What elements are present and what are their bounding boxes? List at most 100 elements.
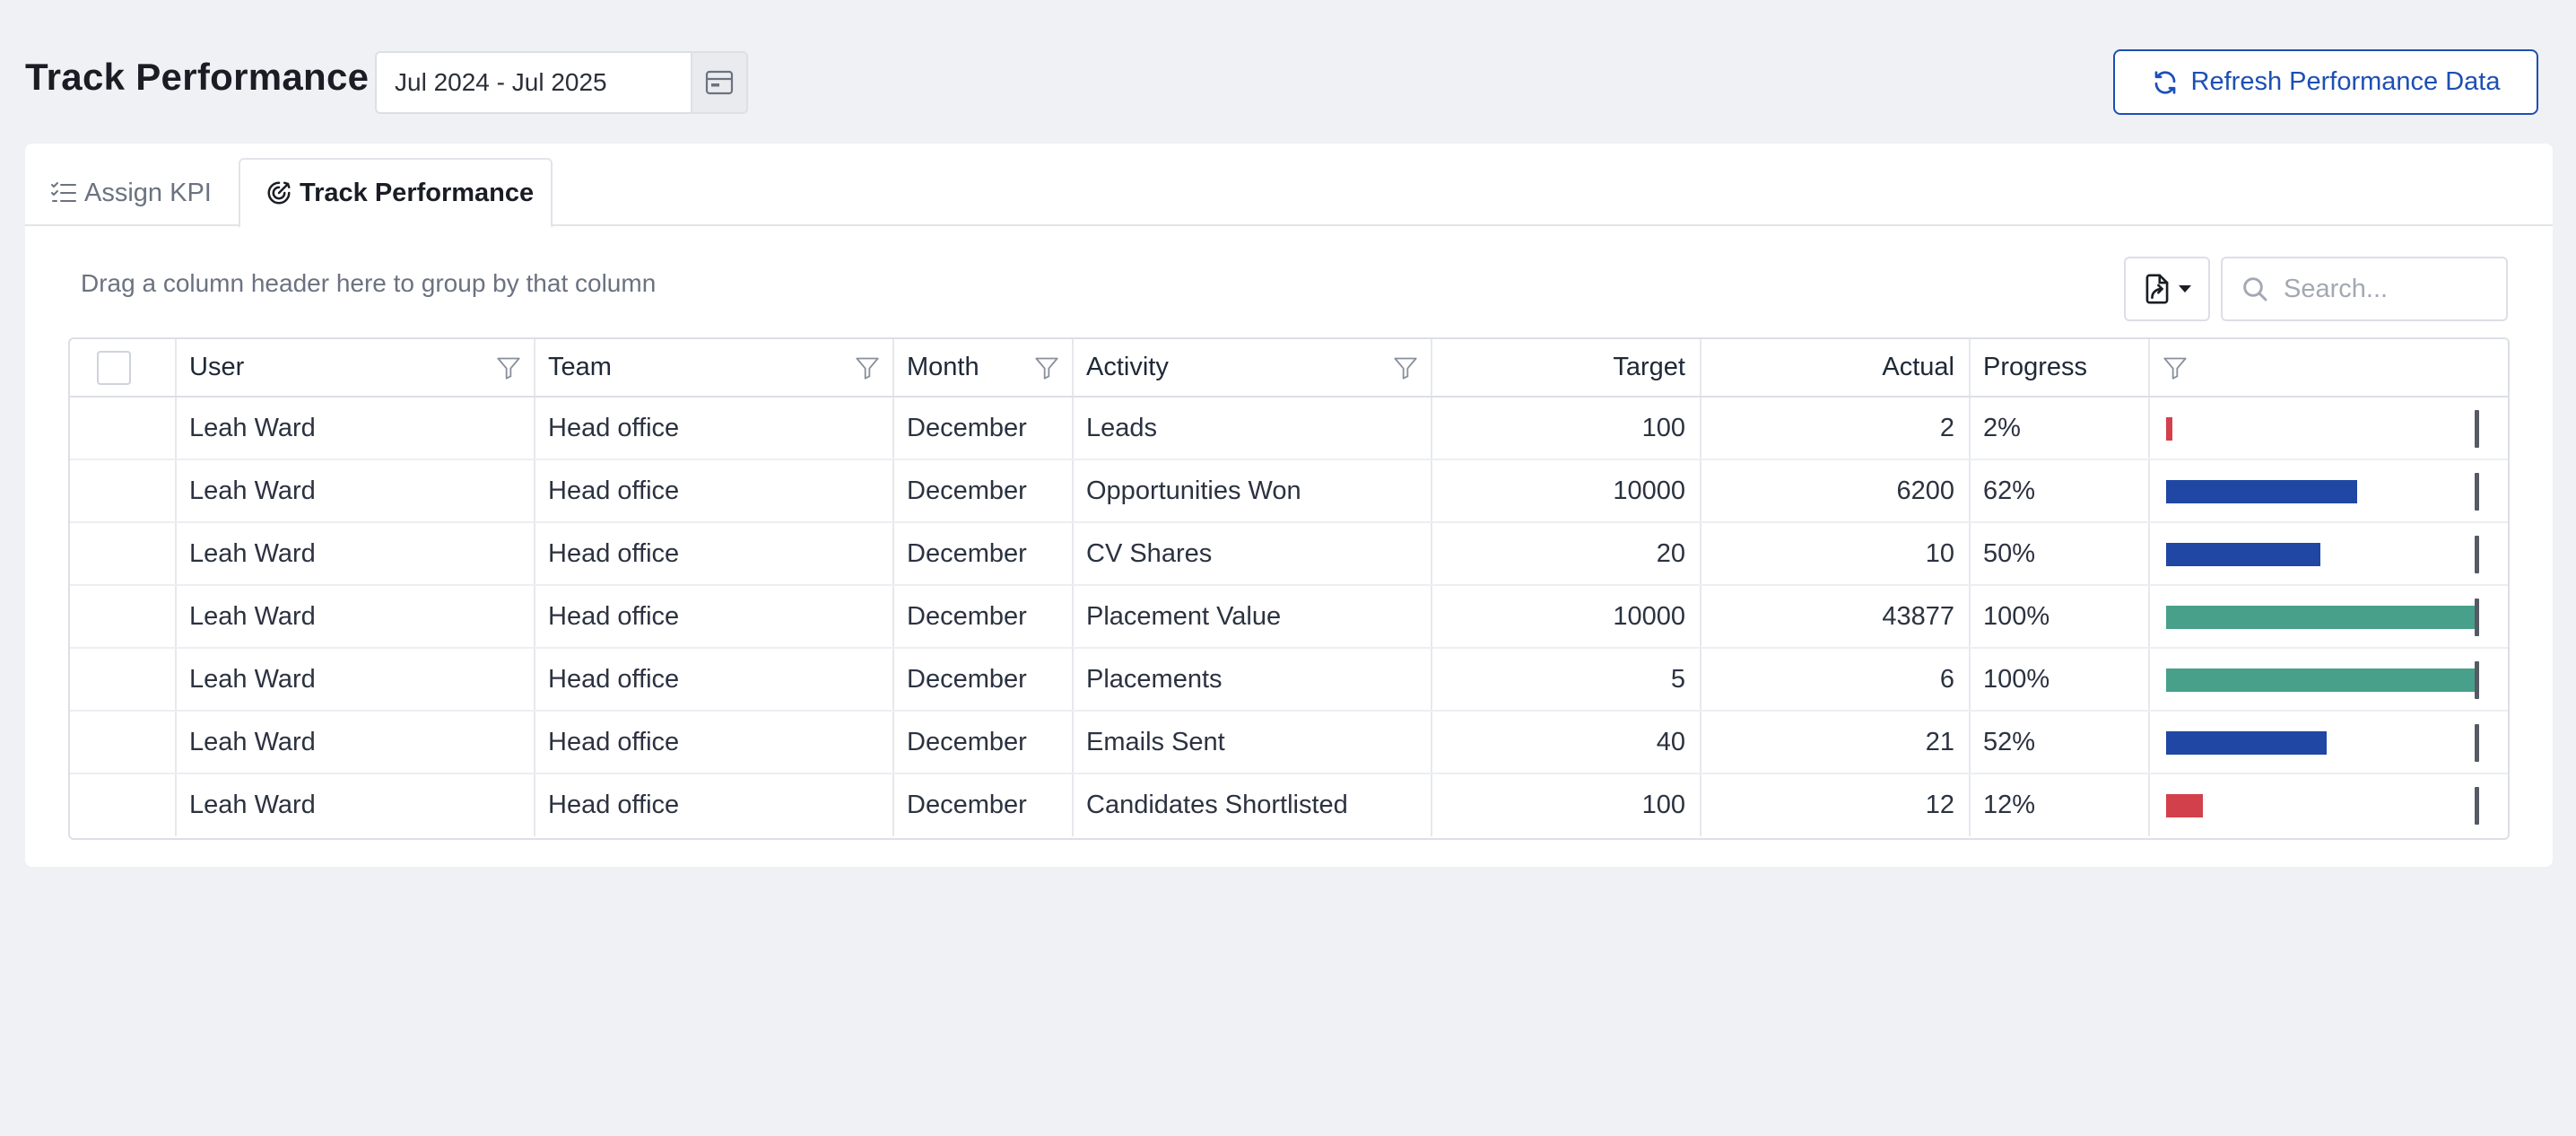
cell-progress: 100% — [1970, 648, 2150, 712]
date-range-picker[interactable]: Jul 2024 - Jul 2025 — [375, 51, 748, 114]
cell-actual: 10 — [1701, 522, 1971, 586]
search-box[interactable] — [2221, 257, 2508, 321]
filter-icon[interactable] — [1393, 355, 1418, 380]
table-row[interactable]: Leah Ward Head office December Opportunitie… — [70, 459, 2508, 523]
progress-target-marker — [2475, 410, 2479, 448]
select-cell — [70, 773, 177, 836]
refresh-performance-button[interactable]: Refresh Performance Data — [2113, 49, 2538, 115]
cell-month: December — [893, 397, 1074, 460]
select-cell — [70, 522, 177, 586]
select-cell — [70, 648, 177, 712]
progress-bar-fill — [2166, 606, 2475, 629]
cell-progress-bar — [2149, 648, 2508, 712]
export-button[interactable] — [2124, 257, 2210, 321]
group-by-drop-area[interactable]: Drag a column header here to group by th… — [81, 269, 657, 297]
table-row[interactable]: Leah Ward Head office December Leads 100 2 2% — [70, 397, 2508, 460]
cell-progress-bar — [2149, 711, 2508, 774]
cell-activity: Placement Value — [1073, 585, 1432, 649]
cell-team: Head office — [535, 773, 894, 836]
column-header-activity-label: Activity — [1086, 353, 1169, 381]
cell-team: Head office — [535, 585, 894, 649]
cell-month: December — [893, 585, 1074, 649]
column-header-user[interactable]: User — [176, 339, 535, 398]
progress-bar-track — [2166, 543, 2475, 566]
progress-bar-fill — [2166, 794, 2204, 817]
filter-icon[interactable] — [855, 355, 880, 380]
progress-bar-fill — [2166, 417, 2172, 441]
cell-actual: 12 — [1701, 773, 1971, 836]
top-bar: Track Performance Jul 2024 - Jul 2025 Re… — [0, 0, 2576, 144]
progress-target-marker — [2475, 661, 2479, 699]
select-cell — [70, 711, 177, 774]
cell-target: 40 — [1432, 711, 1701, 774]
tab-bar: Assign KPI Track Performance — [25, 144, 2553, 228]
cell-target: 20 — [1432, 522, 1701, 586]
table-row[interactable]: Leah Ward Head office December Emails Sent 4… — [70, 711, 2508, 774]
cell-team: Head office — [535, 522, 894, 586]
column-header-actual[interactable]: Actual — [1701, 339, 1971, 398]
progress-bar-track — [2166, 731, 2475, 755]
cell-target: 5 — [1432, 648, 1701, 712]
table-row[interactable]: Leah Ward Head office December Placements 5 6… — [70, 648, 2508, 712]
cell-team: Head office — [535, 459, 894, 523]
performance-panel: Assign KPI Track Performance Drag a colu… — [25, 144, 2553, 867]
progress-bar-fill — [2166, 668, 2475, 692]
progress-target-marker — [2475, 473, 2479, 511]
cell-actual: 43877 — [1701, 585, 1971, 649]
cell-user: Leah Ward — [176, 648, 535, 712]
cell-progress-bar — [2149, 773, 2508, 836]
column-header-progress-bar[interactable] — [2149, 339, 2508, 398]
cell-progress-bar — [2149, 459, 2508, 523]
tab-track-performance[interactable]: Track Performance — [239, 158, 553, 228]
progress-bar-track — [2166, 417, 2475, 441]
select-cell — [70, 397, 177, 460]
cell-target: 10000 — [1432, 459, 1701, 523]
performance-grid: User Team Month — [68, 337, 2510, 840]
progress-target-marker — [2475, 724, 2479, 762]
column-header-activity[interactable]: Activity — [1073, 339, 1432, 398]
cell-target: 100 — [1432, 773, 1701, 836]
column-header-progress[interactable]: Progress — [1970, 339, 2150, 398]
tab-assign-kpi-label: Assign KPI — [84, 178, 212, 207]
tab-assign-kpi[interactable]: Assign KPI — [50, 158, 212, 228]
calendar-button[interactable] — [691, 53, 746, 112]
cell-team: Head office — [535, 397, 894, 460]
refresh-button-label: Refresh Performance Data — [2190, 67, 2501, 96]
tab-track-performance-label: Track Performance — [300, 178, 535, 207]
select-cell — [70, 585, 177, 649]
select-all-checkbox[interactable] — [97, 350, 131, 385]
filter-icon[interactable] — [2163, 355, 2188, 380]
cell-month: December — [893, 648, 1074, 712]
cell-user: Leah Ward — [176, 397, 535, 460]
filter-icon[interactable] — [1034, 355, 1059, 380]
cell-progress-bar — [2149, 522, 2508, 586]
column-header-month[interactable]: Month — [893, 339, 1074, 398]
search-input[interactable] — [2284, 274, 2481, 304]
cell-user: Leah Ward — [176, 459, 535, 523]
calendar-icon — [705, 70, 734, 95]
table-row[interactable]: Leah Ward Head office December CV Shares 20 1… — [70, 522, 2508, 586]
column-header-team[interactable]: Team — [535, 339, 894, 398]
cell-month: December — [893, 459, 1074, 523]
cell-activity: Leads — [1073, 397, 1432, 460]
progress-bar-fill — [2166, 731, 2327, 755]
filter-icon[interactable] — [496, 355, 521, 380]
cell-activity: Placements — [1073, 648, 1432, 712]
date-range-value[interactable]: Jul 2024 - Jul 2025 — [395, 68, 607, 96]
table-row[interactable]: Leah Ward Head office December Candidates S… — [70, 773, 2508, 836]
progress-bar-track — [2166, 668, 2475, 692]
cell-actual: 2 — [1701, 397, 1971, 460]
refresh-icon — [2154, 70, 2175, 94]
cell-team: Head office — [535, 648, 894, 712]
table-row[interactable]: Leah Ward Head office December Placement Va… — [70, 585, 2508, 649]
column-header-target[interactable]: Target — [1432, 339, 1701, 398]
select-all-cell — [70, 339, 177, 398]
page-title: Track Performance — [25, 56, 370, 98]
cell-progress: 100% — [1970, 585, 2150, 649]
table-body: Leah Ward Head office December Leads 100 2 2% L… — [70, 397, 2508, 836]
search-icon — [2243, 277, 2267, 301]
cell-progress: 52% — [1970, 711, 2150, 774]
cell-activity: Candidates Shortlisted — [1073, 773, 1432, 836]
cell-user: Leah Ward — [176, 773, 535, 836]
cell-actual: 6200 — [1701, 459, 1971, 523]
